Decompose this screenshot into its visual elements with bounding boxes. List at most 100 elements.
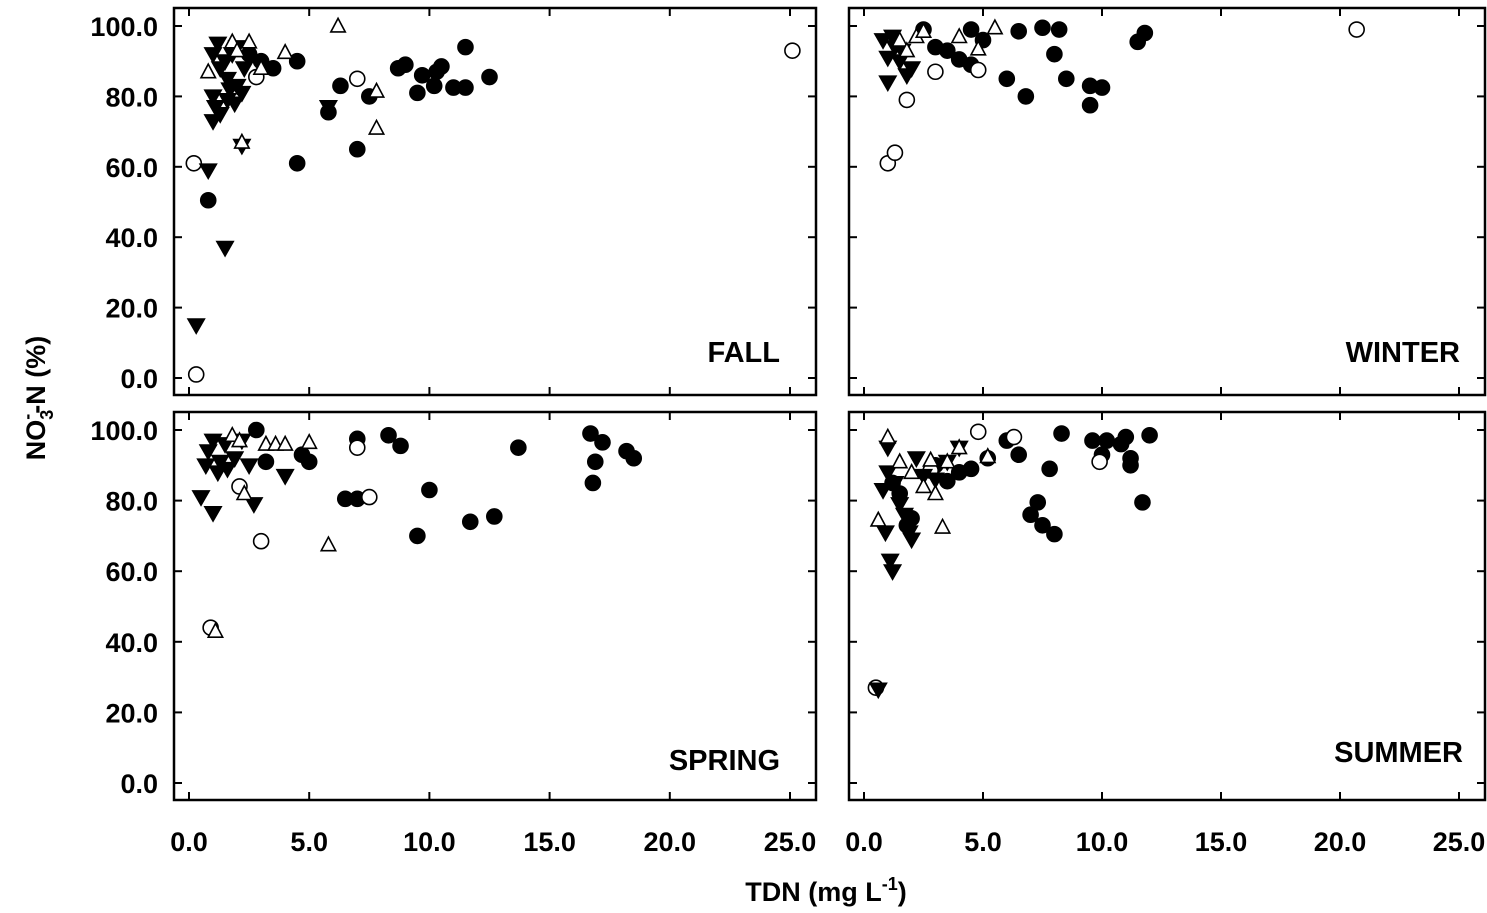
data-point: [240, 32, 258, 49]
data-point: [392, 437, 409, 455]
data-point: [1081, 96, 1099, 114]
data-point: [986, 18, 1004, 35]
panel-winter: WINTER: [847, 6, 1487, 397]
panel-label: SUMMER: [1334, 737, 1463, 769]
data-point: [894, 507, 914, 525]
data-point: [198, 163, 218, 181]
data-point: [922, 450, 940, 467]
series-open-triangle-up: [206, 425, 337, 638]
y-tick-label: 0.0: [120, 769, 158, 799]
y-tick-label: 60.0: [105, 153, 158, 183]
data-point: [969, 423, 987, 441]
series-open-triangle-up: [869, 427, 997, 534]
data-point: [203, 505, 223, 523]
data-point: [1141, 426, 1158, 444]
data-point: [902, 532, 922, 550]
data-point: [217, 461, 237, 479]
data-point: [582, 425, 599, 442]
data-point: [1058, 70, 1075, 88]
data-point: [223, 425, 241, 443]
data-point: [348, 140, 366, 158]
data-point: [1005, 428, 1023, 446]
panel-label: SPRING: [669, 745, 780, 777]
y-tick-label: 80.0: [105, 487, 158, 517]
data-point: [191, 490, 211, 507]
data-point: [1046, 45, 1063, 63]
data-point: [950, 438, 968, 455]
data-point: [203, 89, 223, 107]
data-point: [1029, 494, 1047, 511]
y-axis-title: NO3--N (%): [17, 336, 57, 461]
data-point: [433, 58, 450, 75]
data-point: [586, 453, 604, 471]
data-point: [275, 468, 295, 486]
data-point: [239, 458, 259, 476]
data-point: [1046, 525, 1063, 543]
data-point: [329, 16, 347, 33]
y-tick-label: 100.0: [90, 416, 158, 446]
data-point: [215, 240, 235, 258]
data-point: [1084, 432, 1101, 449]
data-point: [902, 61, 922, 78]
data-point: [1041, 460, 1058, 478]
data-point: [879, 427, 897, 444]
data-point: [457, 79, 474, 96]
data-point: [288, 154, 306, 172]
panel-frame: [847, 6, 1487, 397]
panel-label: FALL: [708, 337, 781, 369]
data-point: [891, 30, 909, 47]
data-point: [1017, 88, 1035, 105]
data-point: [187, 366, 205, 383]
data-point: [486, 508, 503, 525]
panels-group: 0.0 20.0 40.0 60.0 80.0 100.0 FALL WINTER 0.0 20.…: [90, 6, 1487, 857]
data-point: [257, 453, 275, 471]
data-point: [914, 477, 933, 494]
series-filled-circle: [915, 19, 1154, 114]
data-point: [367, 81, 386, 98]
data-point: [969, 39, 987, 56]
x-tick-label: 25.0: [1433, 827, 1486, 857]
data-point: [869, 510, 887, 527]
data-point: [318, 99, 338, 117]
data-point: [186, 318, 206, 335]
data-point: [234, 61, 254, 78]
data-point: [232, 85, 252, 103]
series-filled-circle: [199, 38, 498, 209]
data-point: [875, 525, 895, 543]
data-point: [868, 682, 888, 700]
data-point: [594, 434, 611, 451]
data-point: [248, 421, 265, 439]
y-tick-label: 100.0: [90, 12, 158, 42]
series-open-circle: [879, 21, 1365, 172]
data-point: [878, 465, 898, 483]
data-point: [969, 61, 987, 79]
data-point: [244, 497, 264, 514]
data-point: [332, 77, 349, 95]
data-point: [891, 452, 909, 469]
x-tick-label: 25.0: [764, 827, 817, 857]
panel-summer: 0.0 5.0 10.0 15.0 20.0 25.0 SUMMER: [845, 410, 1487, 857]
data-point: [510, 439, 527, 456]
data-point: [276, 43, 294, 60]
y-tick-label: 0.0: [120, 364, 158, 394]
data-point: [1098, 432, 1116, 449]
series-open-triangle-up: [199, 16, 386, 149]
data-point: [950, 27, 968, 44]
data-point: [1348, 21, 1365, 38]
data-point: [348, 439, 366, 456]
data-point: [962, 460, 980, 478]
data-point: [413, 66, 431, 84]
data-point: [252, 532, 270, 550]
data-point: [367, 118, 386, 135]
data-point: [225, 96, 245, 114]
data-point: [625, 449, 643, 467]
data-point: [233, 132, 251, 149]
data-point: [425, 77, 443, 95]
x-tick-label: 15.0: [523, 827, 576, 857]
data-point: [906, 451, 926, 468]
data-point: [784, 42, 801, 59]
data-point: [925, 472, 945, 490]
data-point: [1050, 21, 1068, 38]
data-point: [481, 68, 498, 86]
